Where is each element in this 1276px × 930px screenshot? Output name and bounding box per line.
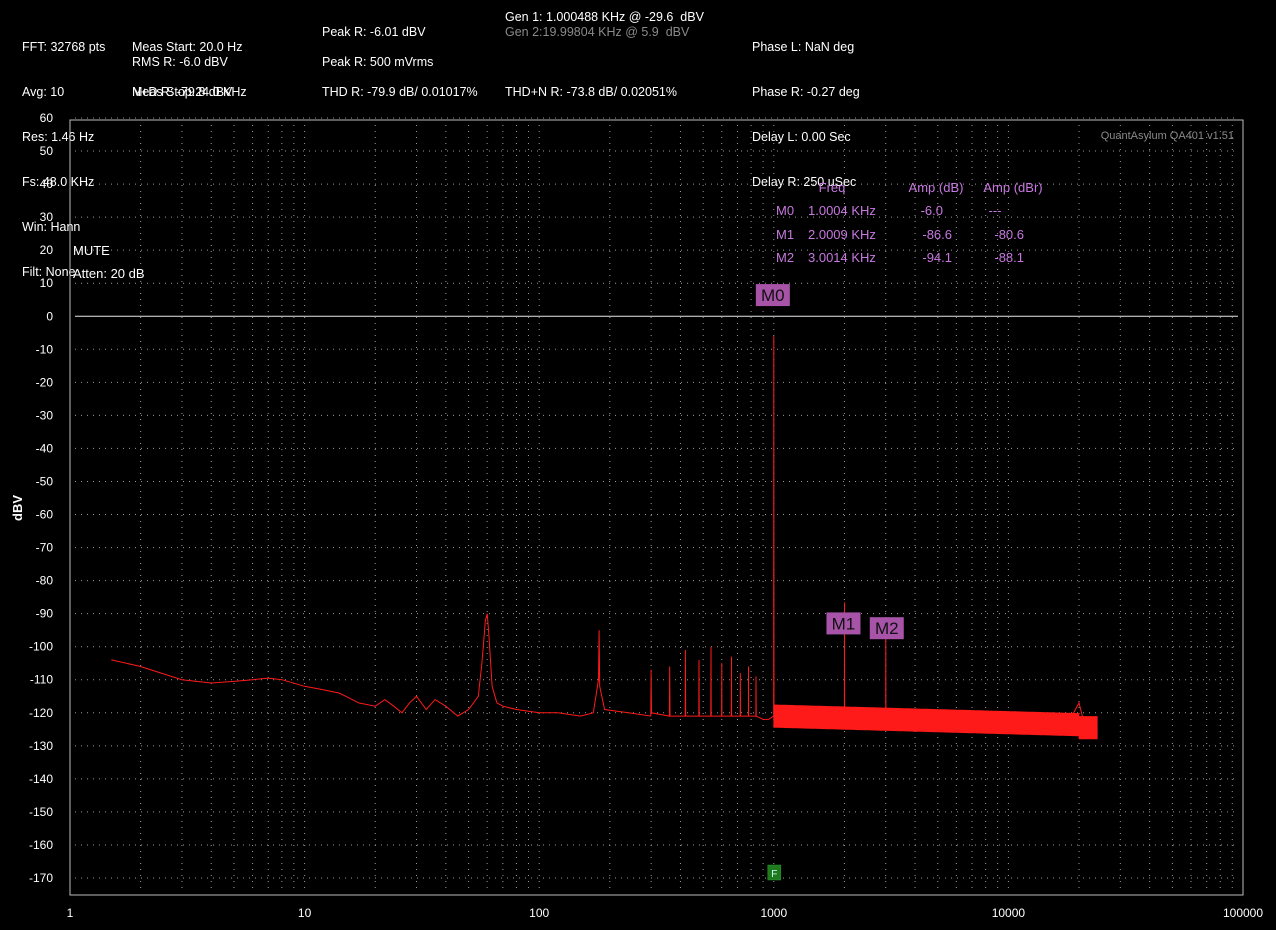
marker-tags[interactable]: M0 M1 M2 <box>755 284 904 640</box>
marker-table-header-ampr: Amp (dBr) <box>983 180 1042 195</box>
marker-row-ampr: -88.1 <box>994 250 1024 265</box>
header-col1: FFT: 32768 pts Avg: 10 Res: 1.46 Hz Fs: … <box>22 10 105 295</box>
marker-row-ampr: -80.6 <box>994 227 1024 242</box>
f-marker-box <box>767 864 782 881</box>
marker-table: Freq Amp (dB) Amp (dBr) M0 1.0004 KHz -6… <box>776 180 1043 265</box>
x-tick-label: 100000 <box>1223 906 1263 920</box>
marker-row-name: M1 <box>776 227 794 242</box>
watermark: QuantAsylum QA401 v1.51 <box>1101 130 1234 142</box>
trace-line <box>111 336 1098 730</box>
y-tick-label: 10 <box>40 276 54 290</box>
y-tick-label: -70 <box>36 541 54 555</box>
resolution: Res: 1.46 Hz <box>22 130 95 144</box>
spectrum-trace <box>111 336 1098 740</box>
y-tick-label: -50 <box>36 474 54 488</box>
y-tick-label: -80 <box>36 574 54 588</box>
phase-r: Phase R: -0.27 deg <box>752 85 860 99</box>
y-tick-label: -10 <box>36 342 54 356</box>
marker-tag-m0[interactable]: M0 <box>755 284 790 307</box>
y-tick-label: -160 <box>29 838 53 852</box>
peak-dbv-readout: Peak R: -6.01 dBV <box>322 25 426 39</box>
marker-table-row: M0 1.0004 KHz -6.0 --- <box>776 203 1002 218</box>
f-marker-label: F <box>771 869 777 880</box>
y-tick-label: 30 <box>40 210 54 224</box>
gen2-readout: Gen 2:19.99804 KHz @ 5.9 dBV <box>505 25 690 39</box>
marker-table-header-freq: Freq <box>819 180 846 195</box>
y-tick-label: 0 <box>46 309 53 323</box>
x-tick-label: 100 <box>529 906 549 920</box>
marker-row-amp: -94.1 <box>922 250 952 265</box>
y-tick-label: 60 <box>40 111 54 125</box>
marker-tag-label: M2 <box>875 619 899 638</box>
marker-tag-label: M0 <box>761 286 785 305</box>
header-col5: Phase L: NaN deg Phase R: -0.27 deg Dela… <box>752 10 860 205</box>
window-type: Win: Hann <box>22 220 81 234</box>
y-tick-label: -30 <box>36 408 54 422</box>
meas-stop: Meas Stop:24.0 KHz <box>132 85 247 99</box>
y-tick-label: -110 <box>30 673 53 687</box>
delay-r: Delay R: 250 uSec <box>752 175 857 189</box>
marker-row-freq: 2.0009 KHz <box>808 227 876 242</box>
x-tick-labels: 1 10 100 1000 10000 100000 <box>67 906 1264 920</box>
sample-rate: Fs: 48.0 KHz <box>22 175 95 189</box>
y-tick-label: 50 <box>40 144 54 158</box>
plot-frame <box>69 119 1244 896</box>
thdn-readout: THD+N R: -73.8 dB/ 0.02051% <box>505 85 677 99</box>
delay-l: Delay L: 0.00 Sec <box>752 130 851 144</box>
y-tick-label: -40 <box>36 441 54 455</box>
atten-label: Atten: 20 dB <box>73 266 145 281</box>
marker-tag-m1[interactable]: M1 <box>826 612 861 635</box>
x-tick-label: 1 <box>67 906 74 920</box>
marker-tag-label: M1 <box>832 614 856 633</box>
marker-tag-box <box>755 284 790 307</box>
rms-readout: RMS R: -6.0 dBV <box>132 55 228 69</box>
marker-row-freq: 1.0004 KHz <box>808 203 876 218</box>
nd-readout: N+D R: -79.8 dBV <box>132 85 233 99</box>
x-tick-label: 1000 <box>760 906 787 920</box>
fft-size: FFT: 32768 pts <box>22 40 106 54</box>
y-tick-label: -140 <box>29 772 53 786</box>
meas-start: Meas Start: 20.0 Hz <box>132 40 243 54</box>
marker-row-name: M2 <box>776 250 794 265</box>
f-marker[interactable]: F <box>767 864 782 881</box>
gen1-readout: Gen 1: 1.000488 KHz @ -29.6 dBV <box>505 10 704 24</box>
header-col2: Meas Start: 20.0 Hz Meas Stop:24.0 KHz <box>132 10 247 115</box>
marker-row-freq: 3.0014 KHz <box>808 250 876 265</box>
y-tick-label: 20 <box>40 243 54 257</box>
y-tick-label: -170 <box>29 871 53 885</box>
noise-floor-band <box>773 704 1098 740</box>
filter-type: Filt: None <box>22 265 76 279</box>
avg-count: Avg: 10 <box>22 85 65 99</box>
marker-row-ampr: --- <box>989 203 1002 218</box>
y-tick-label: -20 <box>36 375 54 389</box>
mute-label: MUTE <box>73 243 110 258</box>
marker-row-amp: -6.0 <box>921 203 943 218</box>
marker-row-amp: -86.6 <box>922 227 952 242</box>
x-tick-label: 10 <box>298 906 312 920</box>
y-tick-label: 40 <box>40 177 54 191</box>
marker-table-row: M1 2.0009 KHz -86.6 -80.6 <box>776 227 1024 242</box>
y-tick-label: -90 <box>36 607 54 621</box>
y-tick-label: -150 <box>29 805 53 819</box>
x-tick-label: 10000 <box>992 906 1026 920</box>
y-tick-label: -60 <box>36 508 54 522</box>
y-tick-label: -130 <box>29 739 53 753</box>
y-tick-label: -120 <box>29 706 53 720</box>
y-tick-labels: 60 50 40 30 20 10 0 -10 -20 -30 -40 -50 -60 -70 -80 -90… <box>29 111 53 885</box>
marker-tag-m2[interactable]: M2 <box>869 617 904 640</box>
peak-vrms-readout: Peak R: 500 mVrms <box>322 55 434 69</box>
marker-table-header-amp: Amp (dB) <box>909 180 964 195</box>
grid <box>75 117 1238 890</box>
y-tick-label: -100 <box>29 640 53 654</box>
marker-tag-box <box>869 617 904 640</box>
thd-readout: THD R: -79.9 dB/ 0.01017% <box>322 85 478 99</box>
y-axis-label: dBV <box>10 495 25 521</box>
marker-tag-box <box>826 612 861 635</box>
marker-table-row: M2 3.0014 KHz -94.1 -88.1 <box>776 250 1024 265</box>
phase-l: Phase L: NaN deg <box>752 40 855 54</box>
marker-row-name: M0 <box>776 203 794 218</box>
